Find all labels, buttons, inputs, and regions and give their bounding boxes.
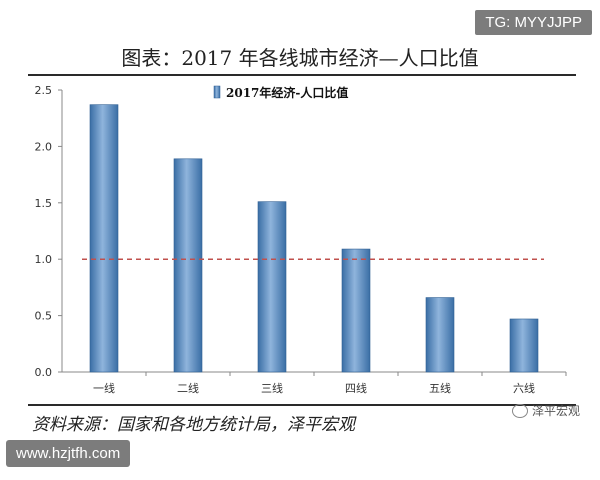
legend-label: 2017年经济-人口比值 — [226, 85, 348, 100]
x-tick-label: 三线 — [261, 381, 283, 395]
bar-chart: 0.0 0.5 1.0 1.5 2.0 2.5 一线 二线 三线 四线 五线 六线 2017年经济-人… — [35, 84, 567, 395]
y-tick-label: 1.0 — [35, 253, 53, 266]
x-tick-label: 一线 — [93, 381, 115, 395]
legend-swatch — [213, 85, 221, 99]
x-tick-label: 二线 — [177, 381, 199, 395]
x-tick-label: 五线 — [429, 381, 451, 395]
brand-mark: 泽平宏观 — [511, 402, 580, 419]
y-tick-label: 2.0 — [35, 140, 53, 153]
bar — [425, 297, 455, 373]
title-divider — [28, 74, 576, 76]
y-tick-label: 0.0 — [35, 366, 53, 379]
y-tick-label: 1.5 — [35, 197, 53, 210]
source-divider — [28, 404, 576, 406]
chart-title: 图表：2017 年各线城市经济—人口比值 — [121, 46, 479, 70]
bar — [89, 104, 119, 373]
bar — [509, 318, 539, 373]
x-tick-label: 四线 — [345, 381, 367, 395]
source-note: 资料来源：国家和各地方统计局，泽平宏观 — [32, 415, 355, 435]
bar — [173, 158, 203, 373]
watermark-top: TG: MYYJJPP — [475, 10, 592, 35]
wechat-icon — [511, 403, 528, 418]
y-tick-label: 2.5 — [35, 84, 53, 97]
brand-label: 泽平宏观 — [531, 404, 580, 418]
bar — [341, 248, 371, 373]
y-tick-label: 0.5 — [35, 310, 53, 323]
watermark-bottom: www.hzjtfh.com — [6, 440, 131, 467]
x-tick-label: 六线 — [513, 381, 535, 395]
bar — [257, 201, 287, 373]
